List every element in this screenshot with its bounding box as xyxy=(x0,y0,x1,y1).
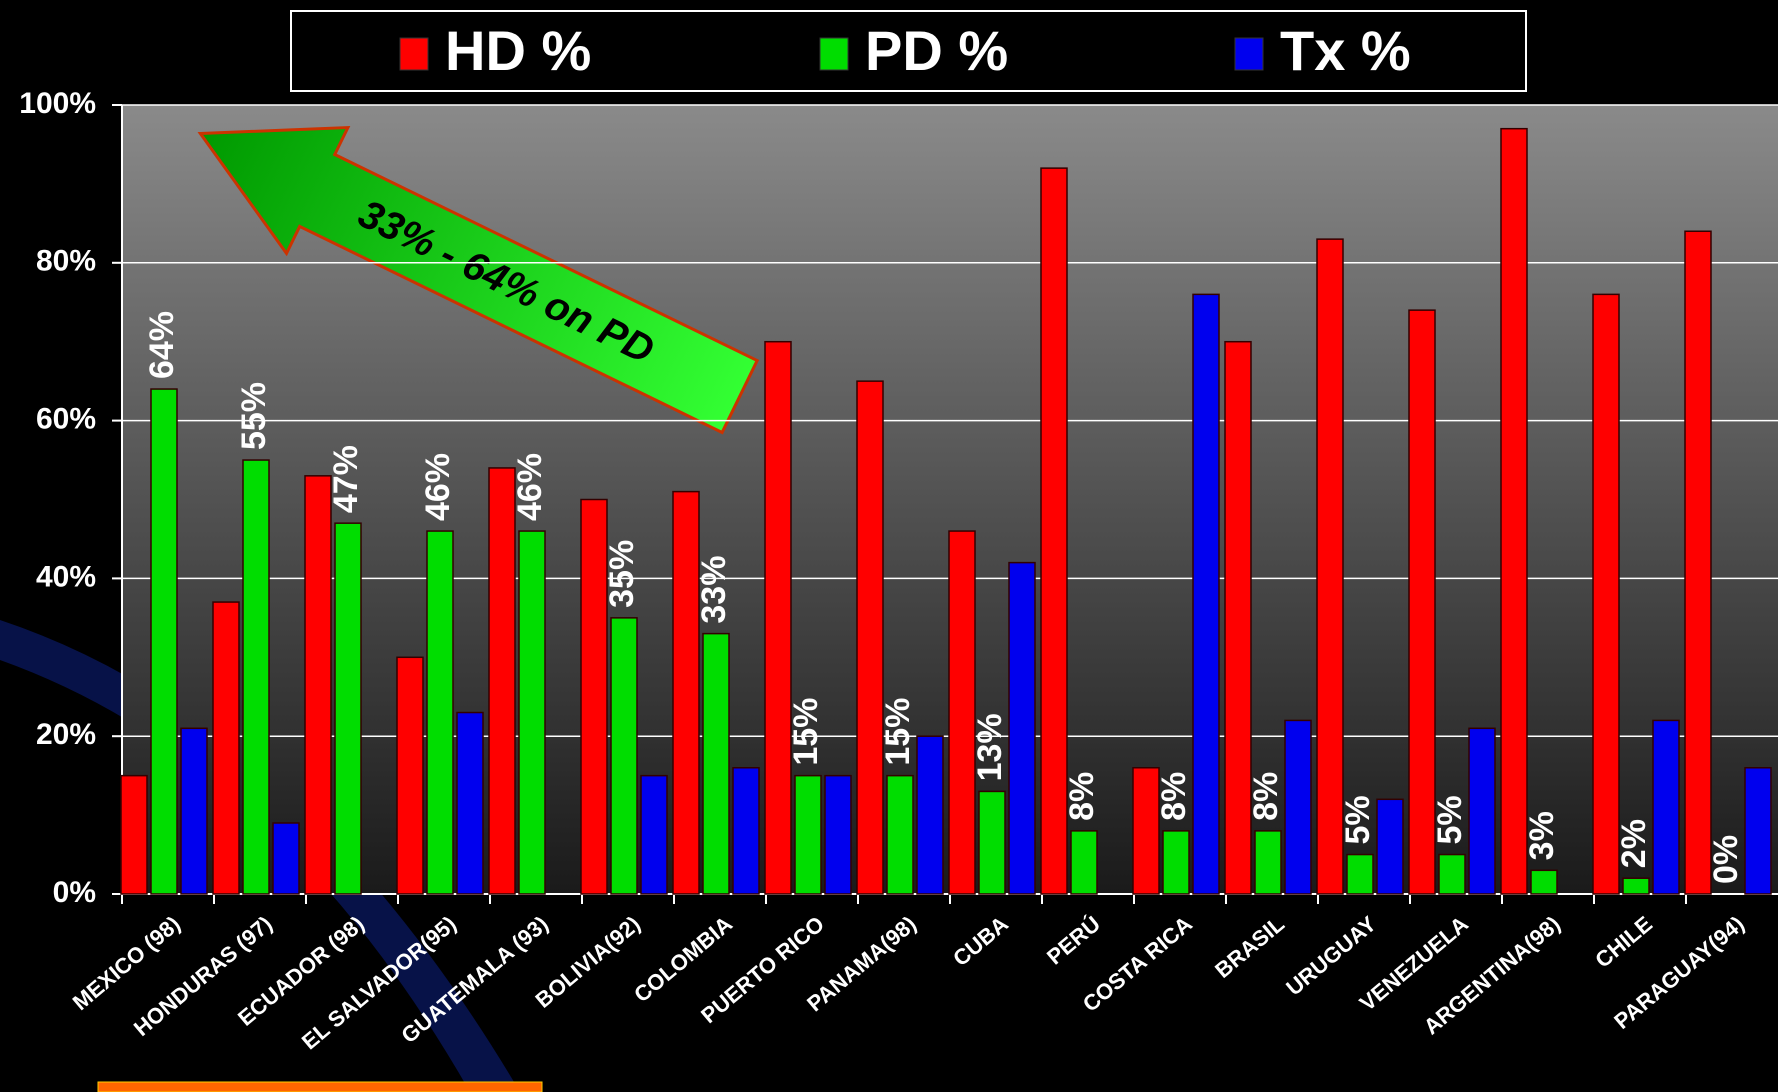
bar xyxy=(272,822,300,895)
value-label: 0% xyxy=(1707,835,1745,884)
bar xyxy=(1070,830,1098,895)
y-tick-label: 0% xyxy=(53,876,96,909)
bar xyxy=(1652,719,1680,895)
bar xyxy=(150,388,178,895)
bar xyxy=(702,632,730,895)
bar xyxy=(1132,767,1160,895)
bar xyxy=(1162,830,1190,895)
value-label: 5% xyxy=(1339,795,1377,844)
bar xyxy=(978,790,1006,895)
bar xyxy=(1684,230,1712,895)
bar xyxy=(1408,309,1436,895)
bar xyxy=(1316,238,1344,895)
bar xyxy=(1008,561,1036,895)
bar xyxy=(334,522,362,895)
legend-swatch xyxy=(819,37,849,71)
bar xyxy=(456,711,484,895)
value-label: 5% xyxy=(1431,795,1469,844)
bar xyxy=(1376,798,1404,895)
legend-label: PD % xyxy=(865,19,1008,82)
value-label: 8% xyxy=(1155,772,1193,821)
y-tick-label: 40% xyxy=(36,560,96,593)
bar xyxy=(518,530,546,895)
bar xyxy=(1438,853,1466,895)
bar xyxy=(1500,127,1528,895)
bar xyxy=(856,380,884,895)
value-label: 64% xyxy=(143,311,181,379)
value-label: 15% xyxy=(787,698,825,766)
bar xyxy=(916,735,944,895)
bar xyxy=(242,459,270,895)
bar xyxy=(610,617,638,895)
value-label: 46% xyxy=(419,453,457,521)
bar xyxy=(948,530,976,895)
value-label: 8% xyxy=(1063,772,1101,821)
bar xyxy=(1468,727,1496,895)
value-label: 33% xyxy=(695,556,733,624)
bar xyxy=(120,774,148,895)
bar xyxy=(580,498,608,895)
value-label: 2% xyxy=(1615,819,1653,868)
value-label: 35% xyxy=(603,540,641,608)
bar xyxy=(1284,719,1312,895)
bar xyxy=(1254,830,1282,895)
bar xyxy=(488,467,516,895)
bar xyxy=(886,774,914,895)
bar xyxy=(1592,293,1620,895)
bar xyxy=(1622,877,1650,895)
y-tick-label: 60% xyxy=(36,403,96,436)
bar xyxy=(824,774,852,895)
y-tick-label: 20% xyxy=(36,718,96,751)
y-tick-label: 100% xyxy=(19,87,96,120)
bar xyxy=(180,727,208,895)
legend-label: Tx % xyxy=(1280,19,1411,82)
legend-swatch xyxy=(1234,37,1264,71)
bar xyxy=(1346,853,1374,895)
bar xyxy=(1040,167,1068,895)
legend-swatch xyxy=(399,37,429,71)
value-label: 46% xyxy=(511,453,549,521)
value-label: 15% xyxy=(879,698,917,766)
y-tick-label: 80% xyxy=(36,245,96,278)
value-label: 13% xyxy=(971,713,1009,781)
bar xyxy=(212,601,240,895)
value-label: 8% xyxy=(1247,772,1285,821)
bar xyxy=(640,774,668,895)
bar xyxy=(396,656,424,895)
arrow-shape xyxy=(197,125,760,435)
bar xyxy=(732,767,760,895)
bar xyxy=(1744,767,1772,895)
bar xyxy=(1224,340,1252,895)
bar xyxy=(672,490,700,895)
footer-box xyxy=(97,1081,543,1092)
swoosh xyxy=(0,620,520,1092)
bar xyxy=(764,340,792,895)
legend-label: HD % xyxy=(445,19,591,82)
value-label: 47% xyxy=(327,445,365,513)
bar xyxy=(1192,293,1220,895)
bar xyxy=(794,774,822,895)
bar xyxy=(1530,869,1558,895)
value-label: 55% xyxy=(235,382,273,450)
value-label: 3% xyxy=(1523,811,1561,860)
legend-box xyxy=(290,10,1527,92)
bar xyxy=(304,475,332,895)
bar xyxy=(426,530,454,895)
